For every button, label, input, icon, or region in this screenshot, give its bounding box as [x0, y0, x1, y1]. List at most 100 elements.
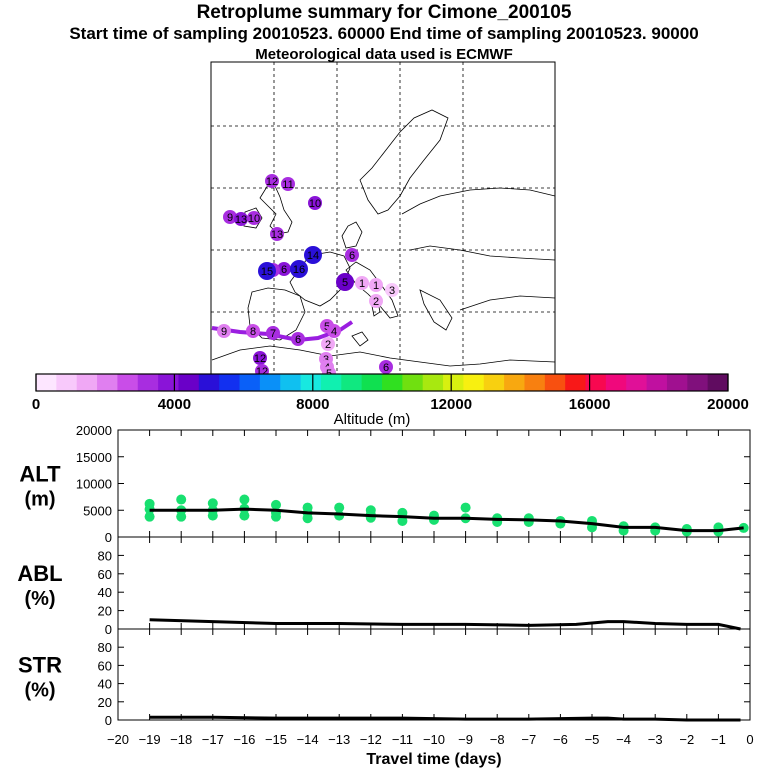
plume-marker-dot [385, 283, 399, 297]
plume-marker-dot [336, 273, 354, 291]
colorbar-swatch [280, 374, 302, 391]
plume-marker-label: 12 [266, 176, 278, 188]
plume-marker-label: 15 [261, 266, 273, 278]
panel-ylabel-unit: (m) [24, 489, 55, 511]
plume-marker-dot [253, 351, 267, 365]
colorbar: 0 4000 8000 12000 16000 20000 [32, 373, 749, 413]
plume-marker-dot [308, 196, 322, 210]
altitude-point [271, 499, 281, 510]
panel-ylabel: STR [18, 653, 62, 678]
x-tick-label: −17 [202, 732, 224, 747]
plume-marker-dot [246, 324, 260, 338]
meteo-source: Meteorological data used is ECMWF [255, 46, 513, 63]
x-tick-label: −14 [297, 732, 319, 747]
plume-marker-dot [277, 262, 291, 276]
plume-marker-dot [369, 294, 383, 308]
plume-marker-label: 2 [373, 296, 379, 308]
plume-marker-dot [369, 278, 383, 292]
altitude-point [207, 510, 218, 521]
colorbar-swatch [219, 374, 241, 391]
y-tick-label: 80 [98, 640, 112, 655]
y-tick-label: 40 [98, 677, 112, 692]
plume-marker-dot [217, 324, 231, 338]
y-tick-label: 15000 [76, 450, 112, 465]
sampling-time: Start time of sampling 20010523. 60000 E… [69, 24, 699, 43]
x-tick-label: −12 [360, 732, 382, 747]
plume-marker-label: 13 [235, 214, 247, 226]
y-tick-label: 60 [98, 567, 112, 582]
y-tick-label: 0 [105, 622, 112, 637]
colorbar-swatch [341, 374, 363, 391]
colorbar-swatch [504, 374, 525, 391]
colorbar-tick-label: 16000 [569, 396, 611, 413]
plume-marker-dot [281, 177, 295, 191]
plume-marker-label: 3 [389, 285, 395, 297]
x-tick-label: −9 [458, 732, 473, 747]
colorbar-swatch [382, 374, 403, 391]
plume-marker-label: 1 [359, 278, 365, 290]
x-tick-label: −4 [616, 732, 631, 747]
map-frame [210, 61, 556, 375]
x-tick-label: −7 [521, 732, 536, 747]
y-tick-label: 5000 [83, 503, 112, 518]
colorbar-swatch [565, 374, 587, 391]
y-tick-label: 0 [105, 713, 112, 728]
colorbar-swatch [239, 374, 261, 391]
colorbar-swatch [687, 374, 709, 391]
x-tick-label: −18 [170, 732, 192, 747]
colorbar-swatch [524, 374, 546, 391]
colorbar-swatch [646, 374, 668, 391]
x-tick-label: −19 [139, 732, 161, 747]
plume-marker-dot [345, 248, 359, 262]
plume-marker-label: 13 [271, 229, 283, 241]
colorbar-swatch [443, 374, 464, 391]
coastlines [211, 109, 556, 367]
y-tick-label: 0 [105, 530, 112, 545]
chart-title: Retroplume summary for Cimone_200105 [196, 2, 572, 23]
colorbar-swatch [259, 374, 281, 391]
colorbar-swatch [422, 374, 444, 391]
altitude-point [429, 514, 439, 525]
panel-ylabel: ABL [17, 561, 62, 586]
colorbar-swatch [117, 374, 139, 391]
y-tick-label: 20 [98, 695, 112, 710]
y-tick-label: 40 [98, 585, 112, 600]
plume-marker-label: 1 [373, 280, 379, 292]
x-axis-label: Travel time (days) [366, 751, 501, 768]
altitude-point [176, 511, 187, 522]
colorbar-tick-label: 0 [32, 396, 40, 413]
panel-frame [117, 536, 751, 630]
plume-marker-dot [270, 227, 284, 241]
plume-marker-dot [234, 212, 248, 226]
time-series-panels: 20000150001000050000ALT(m)806040200ABL(%… [17, 423, 753, 768]
colorbar-swatch [137, 374, 159, 391]
altitude-point [207, 498, 218, 509]
altitude-point [239, 494, 250, 505]
colorbar-swatch [463, 374, 485, 391]
x-tick-label: −13 [328, 732, 350, 747]
plume-marker-dot [321, 337, 335, 351]
x-tick-label: −15 [265, 732, 287, 747]
plume-marker-label: 10 [309, 198, 321, 210]
x-tick-label: −10 [423, 732, 445, 747]
plume-marker-dot [291, 332, 305, 346]
colorbar-tick-label: 4000 [158, 396, 191, 413]
altitude-point [271, 511, 281, 522]
panel-ylabel: ALT [19, 462, 61, 487]
plume-marker-dot [266, 326, 280, 340]
x-tick-label: −3 [648, 732, 663, 747]
plume-marker-label: 14 [307, 250, 319, 262]
colorbar-swatch [158, 374, 179, 391]
map-panel: 9876541123234564161514561211109131013121… [210, 61, 556, 380]
x-tick-label: 0 [746, 732, 753, 747]
plume-marker-label: 6 [349, 250, 355, 262]
fraction-line [149, 715, 741, 722]
plume-marker-dot [290, 260, 308, 278]
colorbar-swatch [76, 374, 98, 391]
x-tick-label: −16 [233, 732, 255, 747]
x-tick-label: −11 [392, 732, 413, 747]
plume-marker-dot [247, 211, 261, 225]
plume-marker-dot [379, 360, 393, 374]
altitude-point [302, 513, 313, 524]
